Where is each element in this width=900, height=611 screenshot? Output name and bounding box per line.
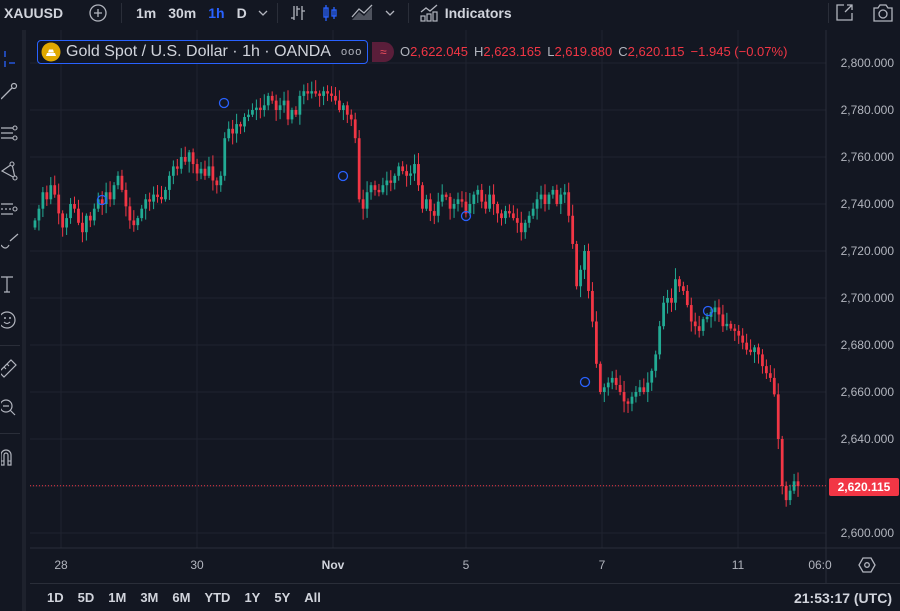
time-label: 7 [598,558,606,572]
fib-retracement-tool[interactable] [0,122,22,144]
open-key: O [400,44,411,59]
toolbar-divider [121,3,122,23]
more-options-icon[interactable]: ooo [340,46,363,58]
price-label: 2,680.000 [840,338,894,352]
gold-bars-icon [41,42,61,62]
time-label: Nov [321,558,345,572]
high-value: 2,623.165 [483,44,542,59]
toolbar-divider [276,3,278,23]
low-value: 2,619.880 [554,44,613,59]
brush-icon [1,233,19,249]
camera-snapshot-icon[interactable] [871,2,895,24]
fib-lines-icon [1,125,18,141]
price-label: 2,720.000 [840,244,894,258]
pattern-triangle-icon [1,161,18,181]
forecast-tool[interactable] [0,198,22,220]
range-5d[interactable]: 5D [77,590,95,605]
toolbar-divider [0,433,20,434]
measure-tool[interactable] [0,357,22,379]
range-all[interactable]: All [304,590,321,605]
indicators-button[interactable]: Indicators [419,3,512,23]
range-1y[interactable]: 1Y [244,590,261,605]
low-key: L [547,44,555,59]
range-6m[interactable]: 6M [172,590,191,605]
emoji-tool[interactable] [0,309,22,331]
range-3m[interactable]: 3M [140,590,159,605]
text-tool[interactable] [0,273,22,295]
price-label: 2,740.000 [840,197,894,211]
smiley-icon [1,311,16,329]
range-1d[interactable]: 1D [47,590,64,605]
price-label: 2,640.000 [840,432,894,446]
indicators-label: Indicators [444,5,512,21]
toolbar-divider [407,3,409,23]
high-key: H [473,44,484,59]
zoom-in-tool[interactable] [0,397,22,419]
price-label: 2,800.000 [840,56,894,70]
magnifier-icon [1,399,16,416]
symbol-legend[interactable]: Gold Spot / U.S. Dollar · 1h · OANDA ooo [37,40,369,64]
symbol-search-button[interactable]: XAUUSD [4,5,64,21]
range-5y[interactable]: 5Y [274,590,291,605]
price-label: 2,660.000 [840,385,894,399]
pattern-tool[interactable] [0,160,22,182]
last-price-tag: 2,620.115 [829,478,899,496]
time-label: 11 [731,558,745,572]
chevron-down-icon[interactable] [257,8,269,18]
chart-settings-icon[interactable] [858,556,876,579]
series-title: Gold Spot / U.S. Dollar · 1h · OANDA [66,43,331,60]
interval-30m[interactable]: 30m [168,5,197,21]
open-in-new-window-icon[interactable] [833,2,855,24]
bar-chart-type-icon[interactable] [288,3,308,23]
utc-clock[interactable]: 21:53:17 (UTC) [793,589,892,606]
drawing-toolbar [0,30,26,611]
top-toolbar: XAUUSD 1m 30m 1h D Indicators [0,0,900,26]
range-ytd[interactable]: YTD [204,590,231,605]
time-label: 30 [190,558,204,572]
market-status-badge[interactable]: ≈ [372,42,395,62]
compare-add-symbol-icon[interactable] [88,3,108,23]
area-chart-type-icon[interactable] [350,3,374,23]
change-value: −1.945 (−0.07%) [690,44,788,59]
brush-tool[interactable] [0,230,22,252]
ohlc-values: O2,622.045 H2,623.165 L2,619.880 C2,620.… [400,44,787,59]
interval-d[interactable]: D [236,5,247,21]
toolbar-divider [0,345,20,346]
trend-line-tool[interactable] [0,80,22,102]
crosshair-icon [4,51,15,67]
close-value: 2,620.115 [627,44,685,59]
magnet-tool[interactable] [0,446,22,468]
price-label: 2,700.000 [840,291,894,305]
interval-1h[interactable]: 1h [208,5,225,21]
magnet-icon [1,449,12,466]
candles-chart-type-icon[interactable] [320,3,340,23]
time-label: 28 [54,558,68,572]
crosshair-tool[interactable] [0,48,22,70]
bottom-toolbar: 1D 5D 1M 3M 6M YTD 1Y 5Y All 21:53:17 (U… [30,583,900,611]
price-label: 2,780.000 [840,103,894,117]
time-label: 5 [462,558,470,572]
trend-line-icon [1,82,18,100]
price-label: 2,760.000 [840,150,894,164]
price-label: 2,600.000 [840,526,894,540]
toolbar-divider [828,3,829,23]
indicators-icon [420,4,438,22]
chart-legend: Gold Spot / U.S. Dollar · 1h · OANDA ooo… [37,40,395,64]
text-icon [1,276,13,293]
projection-lines-icon [1,203,18,215]
close-key: C [618,44,628,59]
range-1m[interactable]: 1M [108,590,127,605]
time-label: 06:0 [808,558,832,572]
open-value: 2,622.045 [410,44,468,59]
ruler-icon [1,359,17,378]
chevron-down-icon[interactable] [384,8,396,18]
interval-1m[interactable]: 1m [136,5,157,21]
